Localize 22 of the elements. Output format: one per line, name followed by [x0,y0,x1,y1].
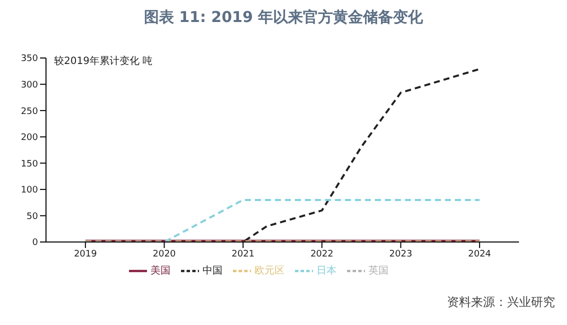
y-tick-label: 100 [20,186,38,196]
legend-label: 欧元区 [254,266,284,277]
legend-label: 美国 [150,266,170,277]
y-tick-label: 300 [20,80,38,90]
y-tick-label: 50 [26,212,38,222]
x-tick-label: 2024 [468,249,492,260]
y-tick-label: 350 [20,54,38,64]
y-tick-label: 0 [32,238,38,248]
legend-label: 日本 [316,266,336,277]
annotation: 较2019年累计变化 吨 [54,54,153,68]
x-tick-label: 2019 [74,249,98,260]
x-tick-label: 2021 [232,249,255,260]
y-tick-label: 200 [20,133,38,144]
y-tick-label: 250 [20,106,38,117]
legend-label: 中国 [202,266,222,277]
y-tick-label: 150 [20,159,38,170]
x-tick-label: 2020 [152,249,176,260]
chart-title: 图表 11: 2019 年以来官方黄金储备变化 [142,8,424,28]
x-tick-label: 2023 [389,249,412,260]
x-tick-label: 2022 [310,249,334,260]
text: 资料来源：兴业研究 [446,294,556,311]
legend-label: 英国 [368,266,388,277]
